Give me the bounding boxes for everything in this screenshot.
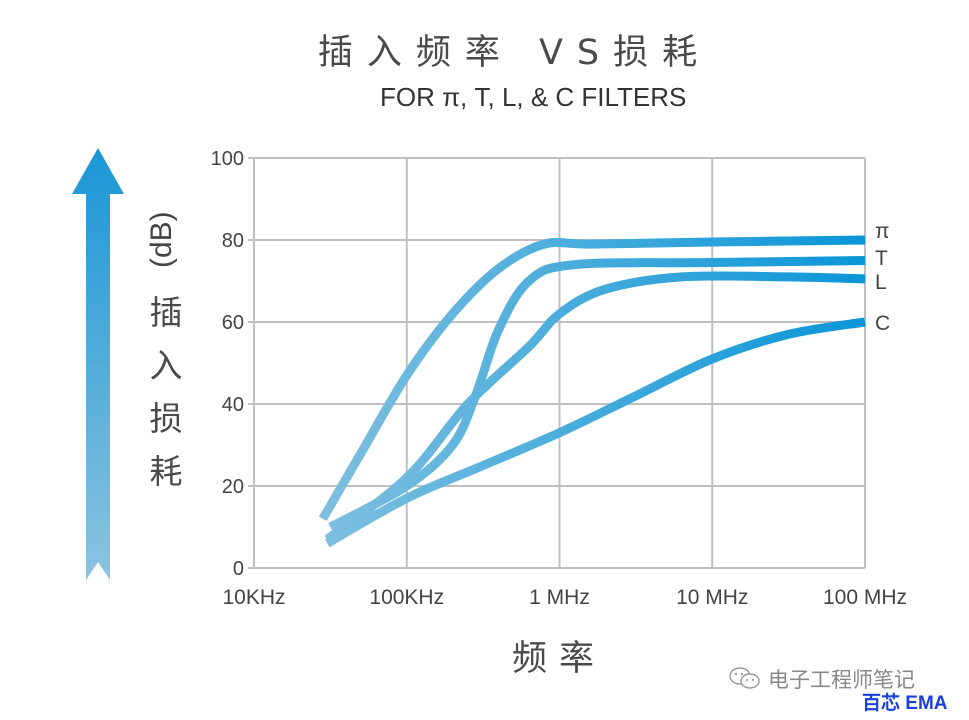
y-axis-label-char: 插 <box>149 293 183 332</box>
series-line-T <box>328 256 866 531</box>
chart-title: 插入频率 VS损耗 <box>317 33 712 73</box>
y-axis-label-char: 入 <box>149 346 183 385</box>
x-tick-label: 10 MHz <box>676 586 748 609</box>
y-tick-label: 100 <box>211 148 244 170</box>
series-line-L <box>324 271 866 543</box>
x-tick-label: 100KHz <box>369 586 444 609</box>
watermark: 电子工程师笔记 <box>728 664 915 694</box>
y-axis-label-char: 耗 <box>149 452 183 491</box>
series-label: C <box>875 312 890 335</box>
series-line-π <box>318 235 866 522</box>
x-axis-label: 频率 <box>512 639 607 679</box>
y-tick-label: 40 <box>222 394 244 416</box>
series-label: T <box>875 247 888 270</box>
y-tick-label: 20 <box>222 476 244 498</box>
y-axis-label-char: 损 <box>149 399 183 438</box>
y-axis-ticks: 0 20 40 60 80 100 <box>211 148 244 580</box>
x-tick-label: 10KHz <box>222 586 285 609</box>
x-axis-ticks: 10KHz 100KHz 1 MHz 10 MHz 100 MHz <box>222 586 907 609</box>
y-axis-label: 插 入 损 耗 <box>146 286 186 498</box>
y-tick-label: 60 <box>222 312 244 334</box>
watermark-brand: 百芯 EMA <box>862 693 948 714</box>
grid-lines <box>248 157 866 569</box>
x-tick-label: 100 MHz <box>823 586 907 609</box>
series-lines <box>318 235 866 548</box>
series-label: L <box>875 271 887 294</box>
wechat-icon <box>729 667 760 689</box>
x-tick-label: 1 MHz <box>529 586 590 609</box>
y-tick-label: 80 <box>222 230 244 252</box>
series-label: π <box>875 220 890 243</box>
y-tick-label: 0 <box>233 558 244 580</box>
y-axis-arrow-icon <box>72 148 124 580</box>
chart-subtitle: FOR π, T, L, & C FILTERS <box>380 82 687 112</box>
series-line-C <box>325 317 866 548</box>
watermark-account: 电子工程师笔记 <box>768 668 915 692</box>
